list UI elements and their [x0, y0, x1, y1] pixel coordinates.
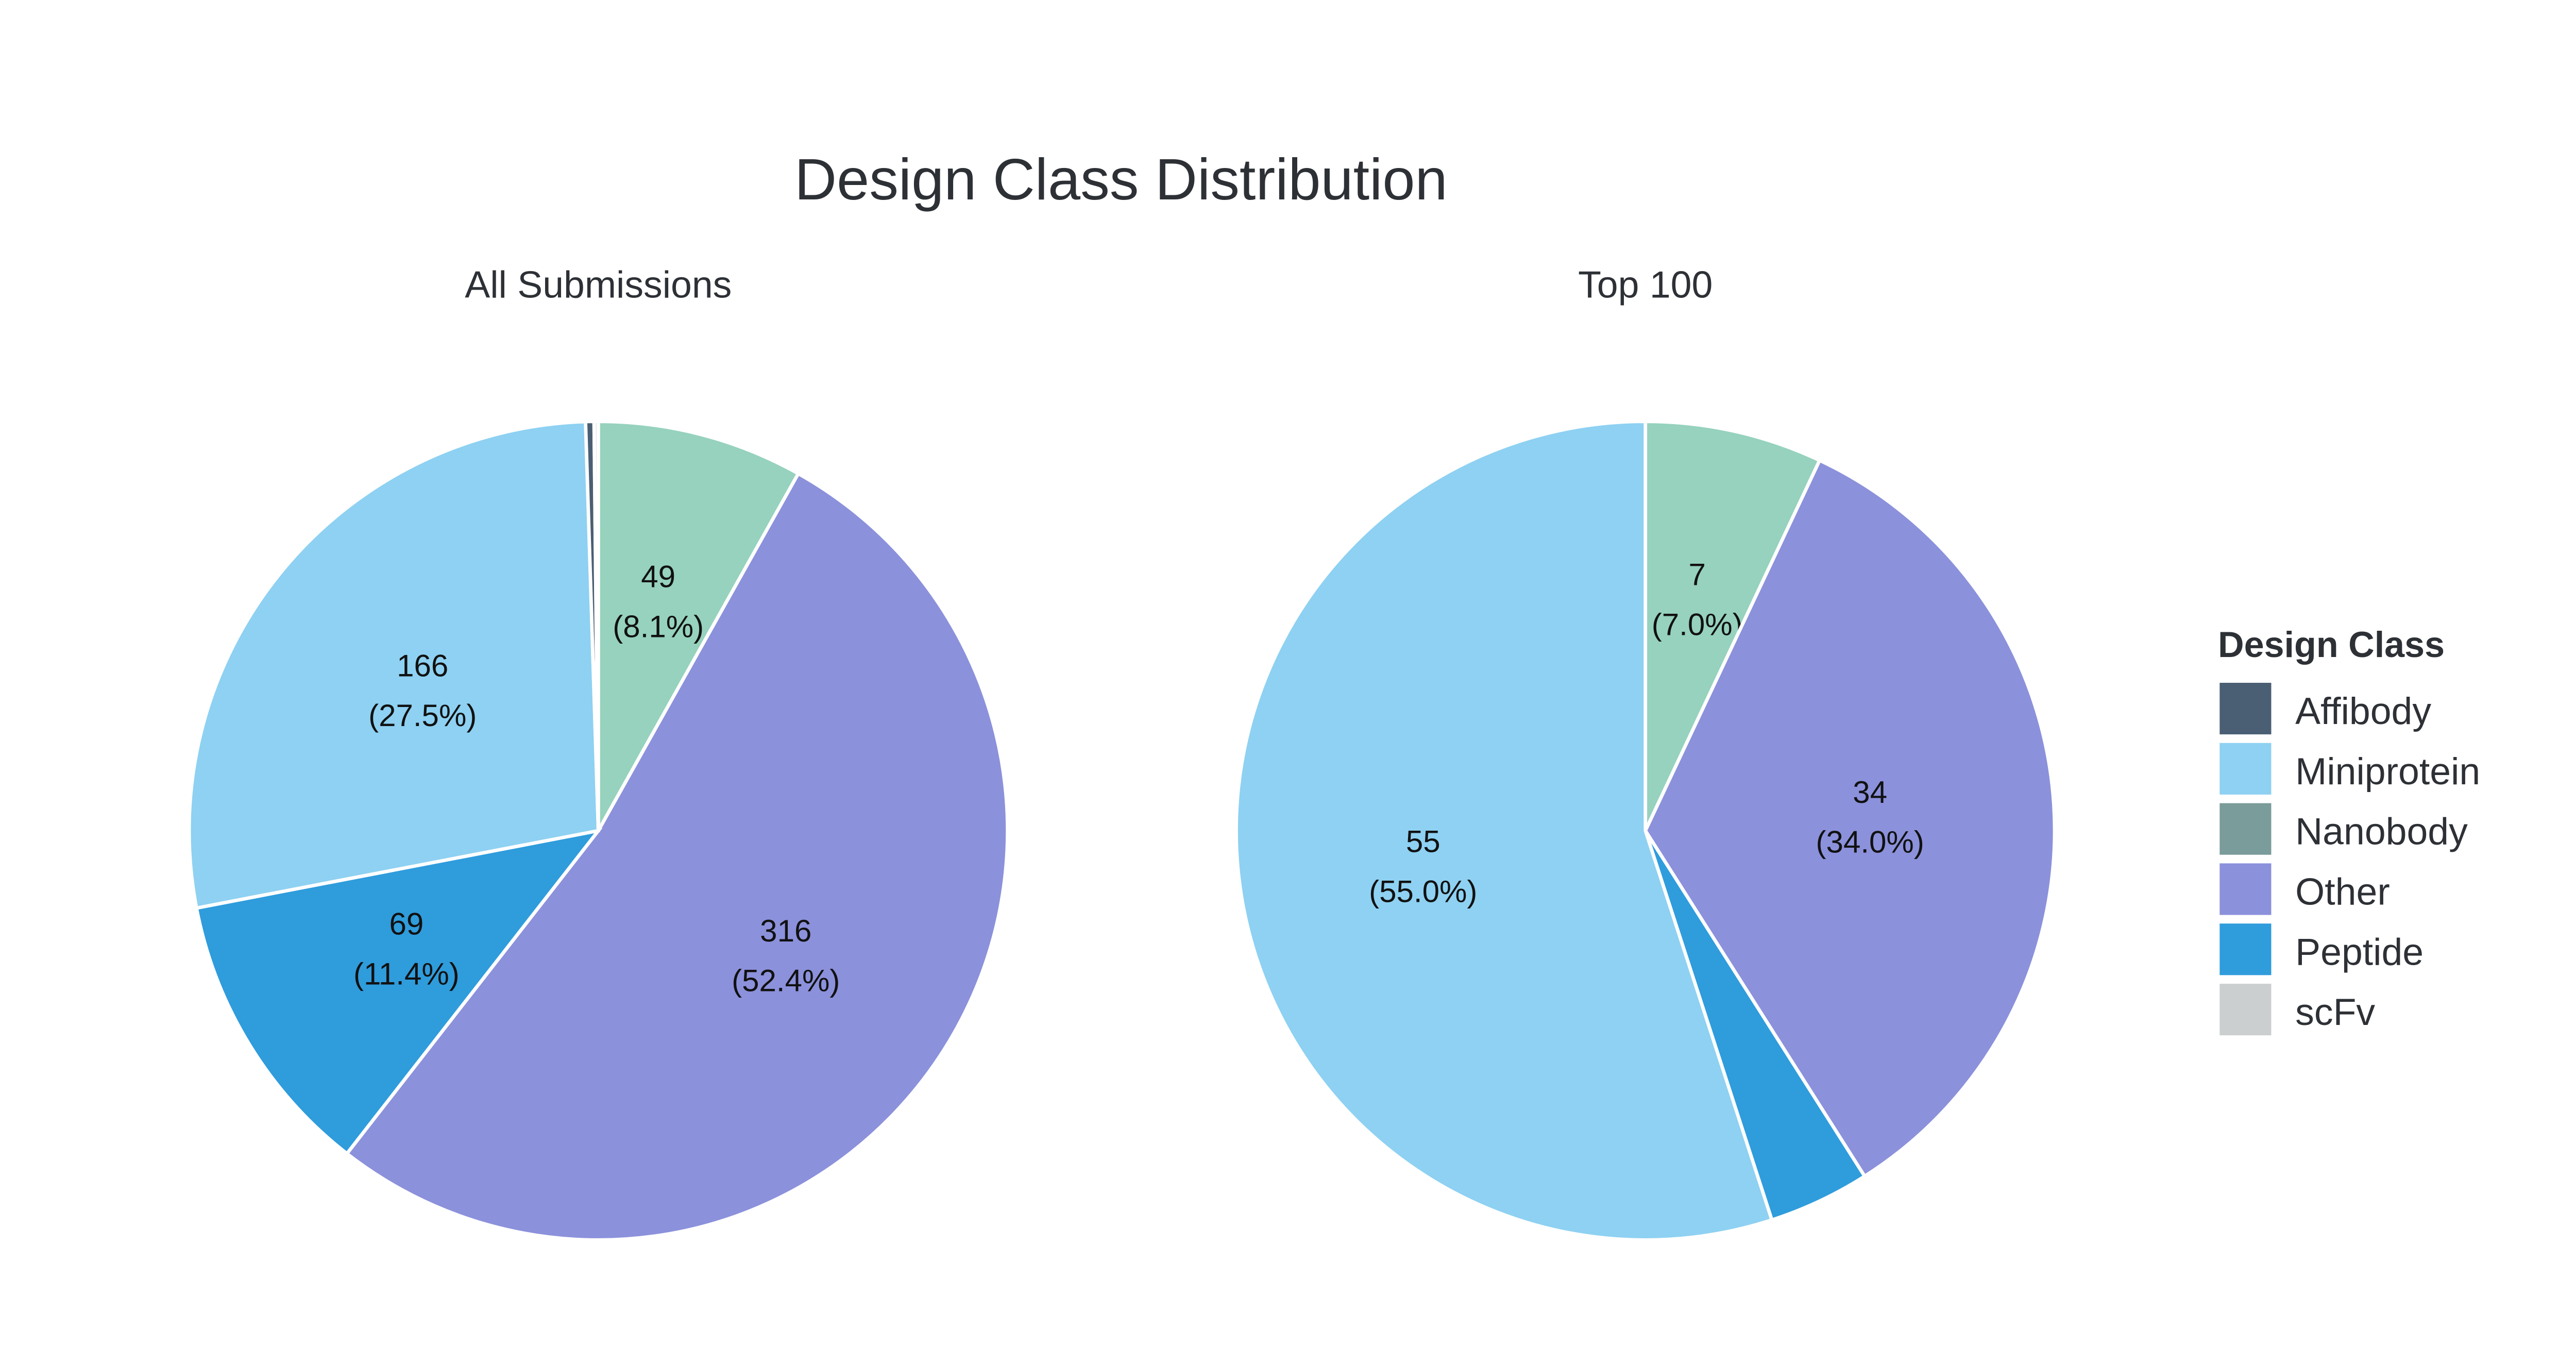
legend-swatch-scfv [2219, 984, 2272, 1036]
legend-swatch-miniprotein [2219, 743, 2272, 795]
slice-label-nanobody: 7 (7.0%) [1652, 558, 1743, 642]
pie-slice-other[interactable] [344, 471, 1009, 1242]
legend-item-miniprotein[interactable]: Miniprotein [2219, 743, 2480, 795]
pie-slice-nanobody[interactable] [1643, 419, 1822, 832]
chart-title: Design Class Distribution [794, 147, 1447, 212]
legend-label-scfv: scFv [2295, 991, 2375, 1033]
legend-swatch-nanobody [2219, 803, 2272, 855]
legend-item-scfv[interactable]: scFv [2219, 984, 2375, 1036]
legend-swatch-peptide [2219, 923, 2272, 975]
legend-label-affibody: Affibody [2295, 690, 2431, 732]
pie-slice-other[interactable] [1643, 458, 2057, 1179]
pie-all-submissions: 49 (8.1%) 316 (52.4%) 69 (11.4%) 166 (27.5%) [187, 419, 1009, 1242]
slice-label-miniprotein: 55 (55.0%) [1369, 824, 1477, 909]
slice-label-other: 34 (34.0%) [1816, 775, 1924, 860]
legend-item-nanobody[interactable]: Nanobody [2219, 803, 2468, 855]
legend: Design Class Affibody Miniprotein Nanobody… [2218, 625, 2480, 1036]
legend-swatch-other [2219, 863, 2272, 915]
pie-slice-miniprotein[interactable] [187, 419, 600, 911]
slice-label-peptide: 69 (11.4%) [353, 907, 460, 991]
legend-label-miniprotein: Miniprotein [2295, 750, 2480, 793]
legend-label-other: Other [2295, 871, 2390, 913]
pie-slice-scfv[interactable] [592, 419, 600, 831]
slice-label-miniprotein: 166 (27.5%) [368, 648, 477, 733]
pie-title-top-100: Top 100 [1578, 263, 1713, 306]
legend-item-peptide[interactable]: Peptide [2219, 923, 2424, 975]
legend-item-other[interactable]: Other [2219, 863, 2390, 915]
pie-top-100: 7 (7.0%) 34 (34.0%) 55 (55.0%) [1234, 419, 2057, 1242]
pie-slice-miniprotein[interactable] [1234, 419, 1774, 1242]
legend-swatch-affibody [2219, 683, 2272, 735]
pie-title-all-submissions: All Submissions [465, 263, 732, 306]
legend-label-peptide: Peptide [2295, 931, 2424, 973]
pie-slice-peptide[interactable] [194, 828, 603, 1156]
pie-slice-nanobody[interactable] [597, 419, 801, 837]
legend-title: Design Class [2218, 625, 2445, 665]
legend-item-affibody[interactable]: Affibody [2219, 683, 2431, 735]
slice-label-nanobody: 49 (8.1%) [613, 560, 704, 644]
pie-slice-peptide[interactable] [1643, 830, 1867, 1222]
legend-label-nanobody: Nanobody [2295, 811, 2468, 853]
slice-label-other: 316 (52.4%) [732, 914, 840, 998]
